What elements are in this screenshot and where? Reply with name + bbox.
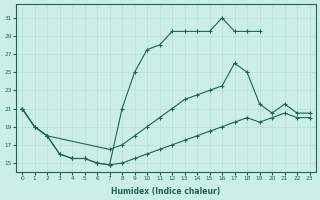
X-axis label: Humidex (Indice chaleur): Humidex (Indice chaleur) [111, 187, 220, 196]
